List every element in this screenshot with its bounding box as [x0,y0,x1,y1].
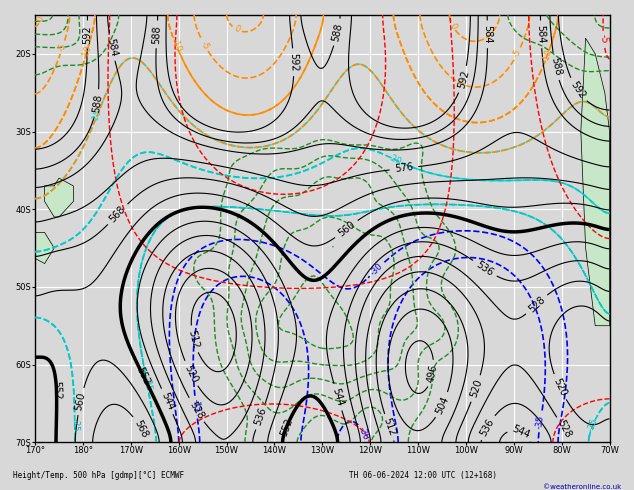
Text: 584: 584 [536,25,547,44]
Text: -5: -5 [57,42,68,52]
Text: 504: 504 [434,394,451,416]
Text: -25: -25 [70,418,79,432]
Text: 536: 536 [478,416,496,438]
Text: -25: -25 [586,417,600,433]
Text: 536: 536 [253,406,268,427]
Text: -30: -30 [357,425,370,441]
Text: 496: 496 [426,364,439,384]
Text: -25: -25 [141,377,153,392]
Text: 520: 520 [469,378,484,399]
Polygon shape [44,178,74,217]
Text: 544: 544 [159,391,176,412]
Text: TH 06-06-2024 12:00 UTC (12+168): TH 06-06-2024 12:00 UTC (12+168) [349,471,496,480]
Text: 536: 536 [474,259,495,278]
Text: -20: -20 [386,152,403,167]
Text: ©weatheronline.co.uk: ©weatheronline.co.uk [543,484,621,490]
Text: 520: 520 [182,363,199,384]
Text: -5: -5 [198,39,210,51]
Text: 568: 568 [132,418,149,439]
Text: 588: 588 [330,22,344,42]
Text: 592: 592 [288,53,299,72]
Text: 0: 0 [448,22,458,30]
Text: 592: 592 [456,69,470,90]
Text: 512: 512 [382,417,398,438]
Text: 560: 560 [336,220,357,239]
Text: 568: 568 [108,204,127,224]
Text: 544: 544 [330,387,345,407]
Text: 592: 592 [82,25,93,44]
Text: -35: -35 [535,415,546,430]
Text: 592: 592 [568,79,587,100]
Polygon shape [21,232,54,264]
Text: -10: -10 [541,48,553,64]
Text: 584: 584 [482,25,493,44]
Text: 552: 552 [134,365,152,386]
Text: 528: 528 [526,294,547,315]
Text: 520: 520 [551,376,568,397]
Text: 528: 528 [187,399,205,420]
Text: 544: 544 [511,423,532,440]
Text: -30: -30 [369,261,385,277]
Text: 552: 552 [278,416,294,438]
Text: -35: -35 [191,398,201,413]
Text: -5: -5 [598,33,609,44]
Text: 560: 560 [74,392,87,412]
Text: 588: 588 [152,25,162,44]
Text: 512: 512 [186,329,200,349]
Text: -10: -10 [169,37,183,53]
Text: 588: 588 [549,56,562,76]
Text: 528: 528 [555,419,573,440]
Text: 0: 0 [36,15,46,22]
Text: Height/Temp. 500 hPa [gdmp][°C] ECMWF: Height/Temp. 500 hPa [gdmp][°C] ECMWF [13,471,184,480]
Text: 0: 0 [232,24,242,35]
Polygon shape [581,38,609,326]
Text: -15: -15 [90,108,103,124]
Text: -5: -5 [512,48,523,59]
Text: 552: 552 [51,381,62,400]
Text: 584: 584 [105,37,119,57]
Text: 588: 588 [91,93,103,113]
Text: -10: -10 [81,44,93,59]
Text: 576: 576 [394,162,414,174]
